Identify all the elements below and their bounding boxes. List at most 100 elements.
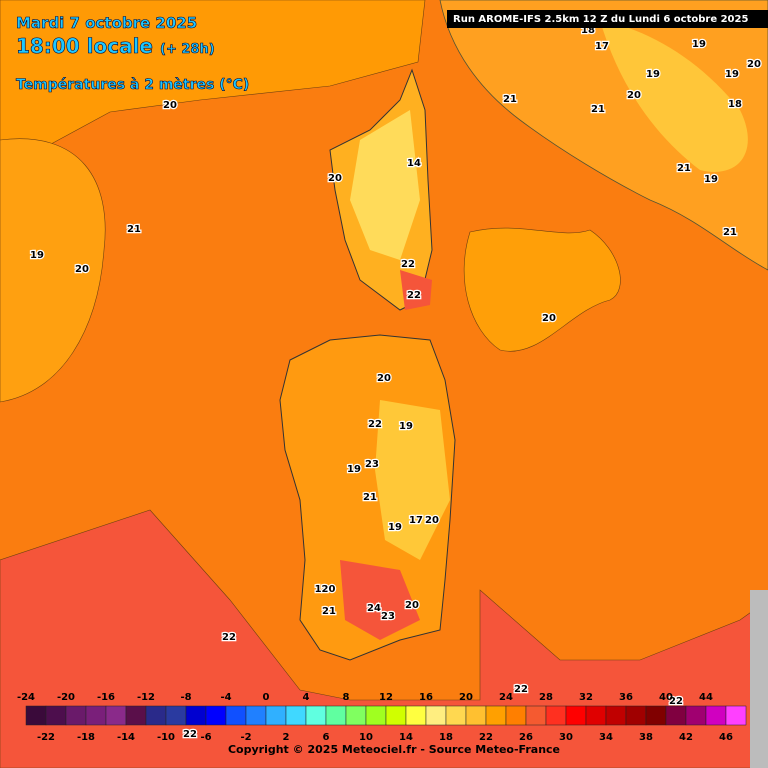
- contour-label: 23: [381, 611, 395, 622]
- colorbar-label: 46: [719, 732, 733, 743]
- colorbar-label: -4: [220, 692, 231, 703]
- colorbar-label: -8: [180, 692, 191, 703]
- colorbar-swatch: [665, 705, 687, 726]
- colorbar-swatch: [325, 705, 347, 726]
- italy-relief: [600, 20, 748, 172]
- colorbar-swatch: [225, 705, 247, 726]
- colorbar-label: -22: [37, 732, 55, 743]
- colorbar-label: 20: [459, 692, 473, 703]
- contour-label: 22: [669, 696, 683, 707]
- contour-label: 19: [704, 174, 718, 185]
- contour-label: 14: [407, 158, 421, 169]
- contour-label: 20: [425, 515, 439, 526]
- contour-label: 24: [367, 603, 381, 614]
- colorbar-label: 34: [599, 732, 613, 743]
- contour-label: 21: [322, 606, 336, 617]
- colorbar-swatch: [725, 705, 747, 726]
- contour-label: 22: [183, 729, 197, 740]
- colorbar-swatch: [585, 705, 607, 726]
- colorbar-label: 8: [343, 692, 350, 703]
- colorbar: -24 -20 -16 -12 -8 -4 0 4 8 12 16 20 24 28 32 36 40 44-22…: [17, 692, 747, 743]
- cooler-zone: [463, 227, 621, 352]
- colorbar-swatch: [545, 705, 567, 726]
- colorbar-label: -2: [240, 732, 251, 743]
- colorbar-swatch: [305, 705, 327, 726]
- forecast-lead: (+ 28h): [160, 42, 215, 57]
- run-banner: [447, 10, 768, 28]
- colorbar-swatch: [85, 705, 107, 726]
- colorbar-swatch: [405, 705, 427, 726]
- colorbar-swatch: [365, 705, 387, 726]
- contour-label: 19: [692, 39, 706, 50]
- contour-label: 19: [388, 522, 402, 533]
- colorbar-swatch: [605, 705, 627, 726]
- colorbar-label: -18: [77, 732, 95, 743]
- colorbar-label: 12: [379, 692, 393, 703]
- colorbar-label: 10: [359, 732, 373, 743]
- contour-label: 120: [315, 584, 336, 595]
- copyright: Copyright © 2025 Meteociel.fr - Source M…: [228, 743, 560, 756]
- contour-label: 22: [407, 290, 421, 301]
- warm-zone: [0, 509, 768, 768]
- contour-label: 20: [377, 373, 391, 384]
- colorbar-swatch: [185, 705, 207, 726]
- contour-label: 23: [365, 459, 379, 470]
- colorbar-label: -20: [57, 692, 75, 703]
- colorbar-label: 18: [439, 732, 453, 743]
- colorbar-swatch: [625, 705, 647, 726]
- contour-label: 19: [347, 464, 361, 475]
- colorbar-swatch: [685, 705, 707, 726]
- contour-label: 20: [542, 313, 556, 324]
- colorbar-label: -12: [137, 692, 155, 703]
- colorbar-swatch: [105, 705, 127, 726]
- contour-label: 22: [401, 259, 415, 270]
- contour-label: 21: [503, 94, 517, 105]
- colorbar-label: 32: [579, 692, 593, 703]
- colorbar-label: -14: [117, 732, 135, 743]
- sardinia-warm: [340, 560, 420, 640]
- colorbar-swatch: [565, 705, 587, 726]
- contour-label: 21: [591, 104, 605, 115]
- colorbar-label: 44: [699, 692, 713, 703]
- corsica-warm: [400, 270, 432, 310]
- colorbar-label: -16: [97, 692, 115, 703]
- contour-label: 21: [723, 227, 737, 238]
- corsica-relief: [350, 110, 420, 260]
- colorbar-label: 40: [659, 692, 673, 703]
- colorbar-label: 26: [519, 732, 533, 743]
- colorbar-swatch: [205, 705, 227, 726]
- colorbar-label: 6: [323, 732, 330, 743]
- colorbar-swatch: [525, 705, 547, 726]
- colorbar-swatch: [485, 705, 507, 726]
- colorbar-swatch: [425, 705, 447, 726]
- colorbar-swatch: [145, 705, 167, 726]
- colorbar-label: 38: [639, 732, 653, 743]
- colorbar-swatch: [265, 705, 287, 726]
- colorbar-swatch: [505, 705, 527, 726]
- colorbar-swatch: [445, 705, 467, 726]
- colorbar-swatch: [285, 705, 307, 726]
- contour-label: 22: [368, 419, 382, 430]
- colorbar-label: -24: [17, 692, 35, 703]
- contour-label: 17: [595, 41, 609, 52]
- no-data-zone: [750, 590, 768, 768]
- contour-label: 22: [514, 684, 528, 695]
- colorbar-swatch: [465, 705, 487, 726]
- colorbar-swatch: [245, 705, 267, 726]
- colorbar-label: 42: [679, 732, 693, 743]
- contour-label: 20: [405, 600, 419, 611]
- colorbar-swatch: [25, 705, 47, 726]
- sardinia-relief: [375, 400, 450, 560]
- colorbar-label: -10: [157, 732, 175, 743]
- contour-label: 20: [328, 173, 342, 184]
- forecast-date: Mardi 7 octobre 2025: [16, 14, 197, 32]
- colorbar-label: 14: [399, 732, 413, 743]
- cooler-zone: [0, 138, 106, 403]
- colorbar-swatch: [705, 705, 727, 726]
- contour-label: 21: [677, 163, 691, 174]
- contour-label: 20: [163, 100, 177, 111]
- contour-label: 19: [30, 250, 44, 261]
- contour-label: 20: [747, 59, 761, 70]
- colorbar-label: 22: [479, 732, 493, 743]
